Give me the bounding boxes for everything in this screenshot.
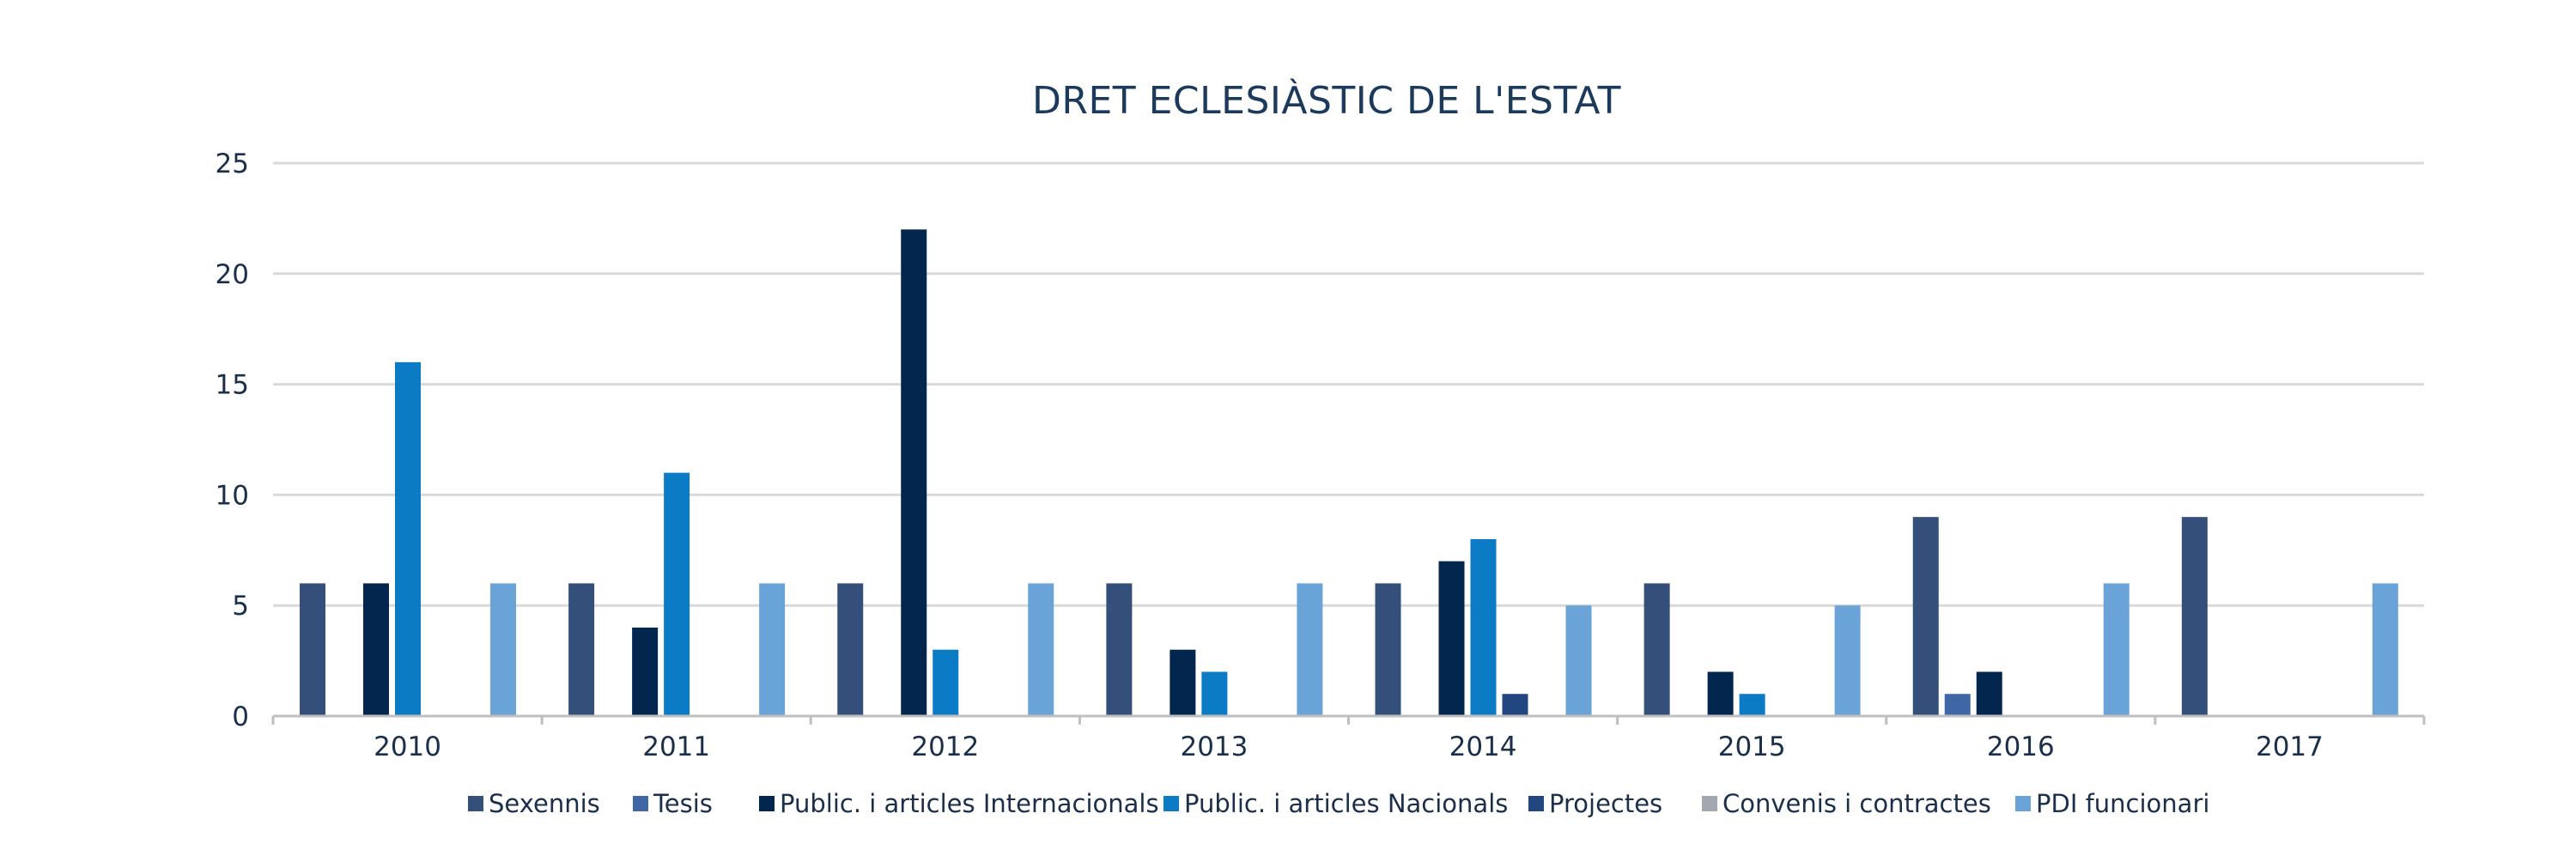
legend-item: Public. i articles Internacionals — [759, 789, 1159, 818]
legend-item: Tesis — [633, 789, 713, 818]
legend-swatch — [759, 796, 775, 811]
legend-item: PDI funcionari — [2015, 789, 2209, 818]
x-tick-label: 2010 — [374, 731, 441, 762]
legend-label: Projectes — [1549, 789, 1662, 818]
legend: Sexennis Tesis Public. i articles Internac… — [468, 789, 2209, 818]
y-tick-label: 25 — [216, 149, 249, 179]
legend-label: Sexennis — [489, 789, 600, 818]
bar — [759, 583, 786, 716]
bar — [300, 583, 325, 716]
legend-item: Public. i articles Nacionals — [1163, 789, 1508, 818]
bar — [1106, 583, 1133, 716]
legend-swatch — [633, 796, 648, 811]
bar — [1643, 583, 1670, 716]
bar — [2372, 583, 2398, 716]
y-tick-label: 10 — [216, 480, 249, 511]
chart-title: DRET ECLESIÀSTIC DE L'ESTAT — [1032, 77, 1621, 123]
legend-swatch — [468, 796, 483, 811]
bar — [1707, 671, 1734, 716]
bars — [300, 229, 2398, 716]
x-tick-label: 2012 — [911, 731, 979, 762]
legend-label: Public. i articles Internacionals — [780, 789, 1159, 818]
bar — [1912, 517, 1939, 716]
bar — [1297, 583, 1323, 716]
bar — [2181, 517, 2208, 716]
legend-swatch — [1528, 796, 1544, 811]
legend-label: Tesis — [653, 789, 713, 818]
bar — [1502, 694, 1528, 716]
legend-item: Sexennis — [468, 789, 600, 818]
bar — [490, 583, 516, 716]
legend-label: Convenis i contractes — [1722, 789, 1991, 818]
bar — [664, 472, 690, 716]
bar — [1028, 583, 1054, 716]
x-tick-label: 2016 — [1987, 731, 2055, 762]
x-tick-label: 2013 — [1180, 731, 1248, 762]
legend-swatch — [2015, 796, 2031, 811]
axes: 0 5 10 15 20 25 2010 2011 2012 2013 2014 2015 2016 20… — [216, 149, 2426, 762]
gridlines — [273, 161, 2424, 607]
bar — [632, 627, 659, 716]
bar — [837, 583, 864, 716]
y-tick-label: 20 — [216, 259, 249, 290]
legend-item: Projectes — [1528, 789, 1662, 818]
legend-label: Public. i articles Nacionals — [1184, 789, 1508, 818]
y-tick-label: 0 — [232, 701, 249, 732]
bar — [1438, 561, 1465, 716]
bar — [1739, 694, 1765, 716]
legend-label: PDI funcionari — [2036, 789, 2209, 818]
legend-swatch — [1702, 796, 1717, 811]
bar — [933, 649, 959, 716]
bar — [1201, 671, 1228, 716]
bar — [1375, 583, 1401, 716]
legend-item: Convenis i contractes — [1702, 789, 1991, 818]
bar — [395, 361, 421, 716]
bar — [2103, 583, 2129, 716]
bar — [1976, 671, 2002, 716]
legend-swatch — [1163, 796, 1179, 811]
x-tick-label: 2017 — [2256, 731, 2324, 762]
x-tick-label: 2015 — [1718, 731, 1786, 762]
bar — [363, 583, 389, 716]
bar — [1470, 538, 1497, 716]
bar — [1834, 605, 1861, 716]
bar — [1565, 605, 1592, 716]
y-tick-label: 5 — [232, 591, 249, 622]
y-tick-label: 15 — [216, 370, 249, 401]
bar — [901, 229, 927, 716]
x-tick-label: 2011 — [642, 731, 710, 762]
bar — [568, 583, 595, 716]
bar — [1170, 649, 1196, 716]
x-tick-label: 2014 — [1449, 731, 1517, 762]
bar — [1944, 694, 1971, 716]
